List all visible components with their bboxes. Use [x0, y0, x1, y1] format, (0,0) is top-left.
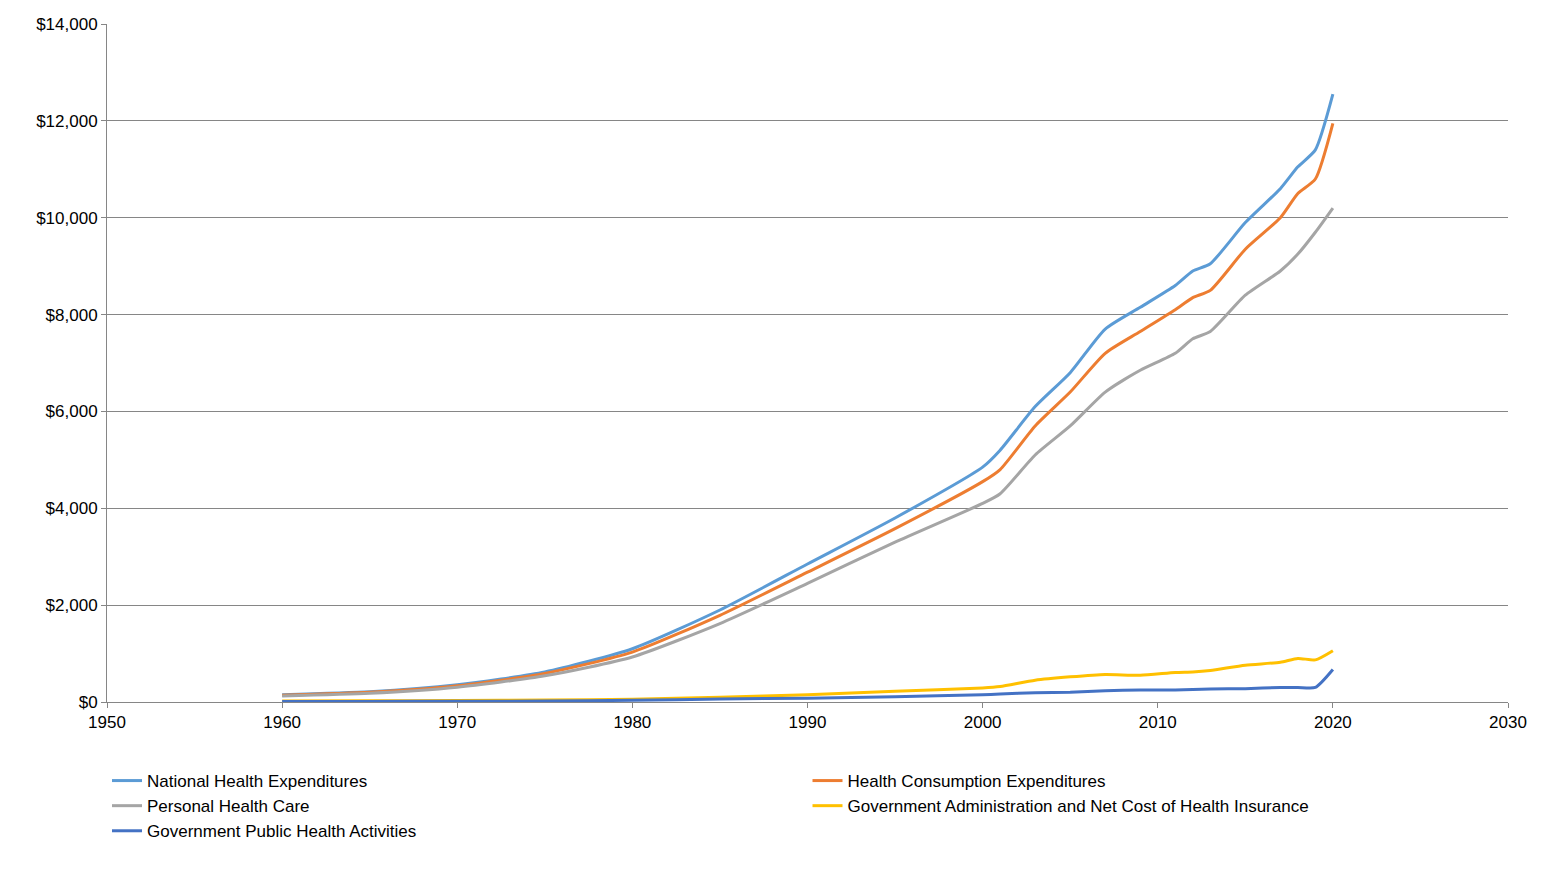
svg-text:Health Consumption Expenditure: Health Consumption Expenditures	[848, 772, 1106, 791]
svg-text:$4,000: $4,000	[46, 499, 98, 518]
svg-text:$12,000: $12,000	[36, 112, 97, 131]
svg-text:1960: 1960	[263, 713, 301, 732]
svg-text:2020: 2020	[1314, 713, 1352, 732]
svg-text:1990: 1990	[789, 713, 827, 732]
svg-text:1950: 1950	[88, 713, 126, 732]
svg-text:2010: 2010	[1139, 713, 1177, 732]
svg-text:Government Administration and: Government Administration and Net Cost o…	[848, 797, 1309, 816]
svg-text:2000: 2000	[964, 713, 1002, 732]
svg-text:Personal Health Care: Personal Health Care	[147, 797, 310, 816]
svg-text:$10,000: $10,000	[36, 209, 97, 228]
svg-text:$6,000: $6,000	[46, 402, 98, 421]
svg-text:$2,000: $2,000	[46, 596, 98, 615]
svg-text:2030: 2030	[1489, 713, 1527, 732]
svg-text:$8,000: $8,000	[46, 306, 98, 325]
svg-text:1970: 1970	[438, 713, 476, 732]
svg-text:Government Public Health Activ: Government Public Health Activities	[147, 822, 416, 841]
svg-text:$0: $0	[79, 693, 98, 712]
svg-text:National Health Expenditures: National Health Expenditures	[147, 772, 367, 791]
svg-text:$14,000: $14,000	[36, 15, 97, 34]
svg-text:1980: 1980	[613, 713, 651, 732]
